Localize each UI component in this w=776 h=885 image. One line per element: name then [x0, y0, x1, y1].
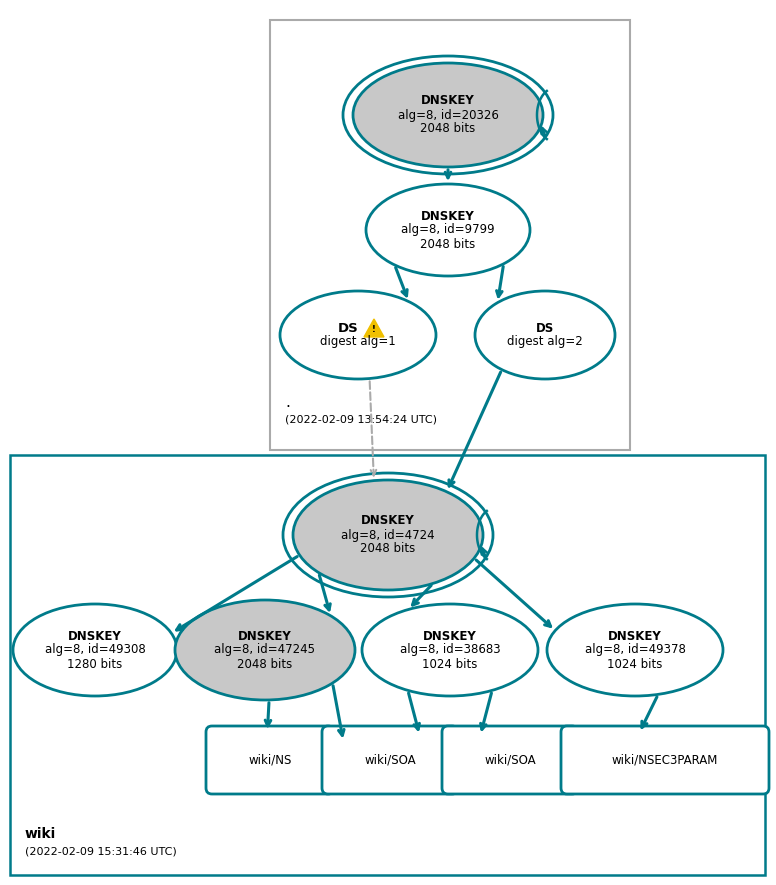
- Text: 1024 bits: 1024 bits: [608, 658, 663, 671]
- Text: DNSKEY: DNSKEY: [423, 629, 477, 643]
- Text: alg=8, id=20326: alg=8, id=20326: [397, 109, 498, 121]
- Text: DNSKEY: DNSKEY: [361, 514, 415, 527]
- FancyBboxPatch shape: [322, 726, 458, 794]
- FancyBboxPatch shape: [10, 455, 765, 875]
- Ellipse shape: [366, 184, 530, 276]
- Text: !: !: [372, 325, 376, 334]
- Text: .: .: [285, 395, 290, 410]
- Ellipse shape: [175, 600, 355, 700]
- Text: alg=8, id=4724: alg=8, id=4724: [341, 528, 435, 542]
- Ellipse shape: [13, 604, 177, 696]
- Text: alg=8, id=9799: alg=8, id=9799: [401, 224, 495, 236]
- Text: DNSKEY: DNSKEY: [421, 210, 475, 222]
- Text: DNSKEY: DNSKEY: [68, 629, 122, 643]
- FancyBboxPatch shape: [206, 726, 334, 794]
- Text: 2048 bits: 2048 bits: [421, 237, 476, 250]
- Text: 2048 bits: 2048 bits: [360, 543, 416, 556]
- Ellipse shape: [293, 480, 483, 590]
- Text: DNSKEY: DNSKEY: [608, 629, 662, 643]
- Text: DNSKEY: DNSKEY: [238, 629, 292, 643]
- Text: digest alg=2: digest alg=2: [508, 335, 583, 349]
- FancyBboxPatch shape: [270, 20, 630, 450]
- Text: alg=8, id=38683: alg=8, id=38683: [400, 643, 501, 657]
- Text: wiki/NS: wiki/NS: [248, 753, 292, 766]
- Text: DNSKEY: DNSKEY: [421, 95, 475, 107]
- Ellipse shape: [362, 604, 538, 696]
- Text: DS: DS: [338, 321, 359, 335]
- Text: (2022-02-09 13:54:24 UTC): (2022-02-09 13:54:24 UTC): [285, 415, 437, 425]
- Ellipse shape: [353, 63, 543, 167]
- FancyBboxPatch shape: [442, 726, 578, 794]
- Text: digest alg=1: digest alg=1: [320, 335, 396, 349]
- Text: alg=8, id=49378: alg=8, id=49378: [584, 643, 685, 657]
- Text: (2022-02-09 15:31:46 UTC): (2022-02-09 15:31:46 UTC): [25, 847, 177, 857]
- Text: 1280 bits: 1280 bits: [68, 658, 123, 671]
- Ellipse shape: [547, 604, 723, 696]
- Text: 1024 bits: 1024 bits: [422, 658, 478, 671]
- Text: 2048 bits: 2048 bits: [421, 122, 476, 135]
- Text: alg=8, id=49308: alg=8, id=49308: [45, 643, 145, 657]
- Ellipse shape: [280, 291, 436, 379]
- Text: wiki: wiki: [25, 827, 56, 841]
- Text: wiki/SOA: wiki/SOA: [484, 753, 535, 766]
- Text: 2048 bits: 2048 bits: [237, 658, 293, 671]
- Ellipse shape: [475, 291, 615, 379]
- Text: wiki/NSEC3PARAM: wiki/NSEC3PARAM: [611, 753, 718, 766]
- Text: DS: DS: [536, 321, 554, 335]
- Text: alg=8, id=47245: alg=8, id=47245: [214, 643, 316, 657]
- Text: wiki/SOA: wiki/SOA: [364, 753, 416, 766]
- Polygon shape: [364, 319, 384, 337]
- FancyBboxPatch shape: [561, 726, 769, 794]
